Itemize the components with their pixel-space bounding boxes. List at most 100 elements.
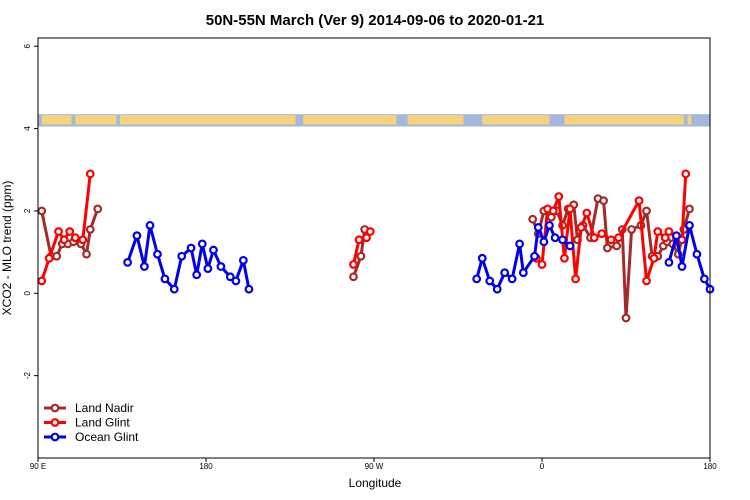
land-glint-point [349, 260, 358, 269]
land-glint-point [642, 276, 651, 286]
land-patches [41, 115, 692, 125]
land-nadir-point [93, 204, 103, 214]
land-glint-point [597, 229, 607, 238]
land-glint-point [65, 227, 75, 236]
ocean-glint-point [472, 274, 482, 284]
ocean-glint-point [238, 255, 248, 265]
land-nadir-point [642, 206, 651, 216]
land-nadir-point [685, 204, 694, 214]
y-tick-label: 6 [23, 43, 32, 48]
land-glint-point [354, 235, 364, 245]
land-glint-point [660, 233, 670, 243]
ocean-glint-point [177, 251, 187, 261]
land-patch [120, 115, 296, 125]
land-patch [687, 115, 692, 125]
land-glint-point [365, 227, 375, 236]
x-tick-label: 180 [199, 462, 213, 471]
x-tick-label: 90 W [365, 462, 384, 471]
land-glint-point [548, 206, 558, 216]
series-layer [37, 169, 715, 323]
ocean-glint-point [515, 239, 524, 249]
land-nadir-point [528, 214, 538, 224]
land-glint-point [571, 274, 580, 284]
ocean-glint-point [216, 262, 226, 271]
land-glint-point [606, 235, 616, 245]
ocean-glint-point [672, 231, 681, 241]
land-glint-point [537, 260, 547, 269]
ocean-glint-point [186, 243, 196, 253]
x-tick-label: 90 E [30, 462, 46, 471]
x-tick-label: 0 [540, 462, 545, 471]
x-axis-label: Longitude [349, 476, 402, 490]
ocean-glint-point [485, 276, 495, 286]
ocean-glint-point [123, 258, 132, 267]
y-axis-label: XCO2 - MLO trend (ppm) [0, 181, 14, 316]
land-glint-point [59, 235, 69, 245]
land-patch [407, 115, 464, 125]
land-glint-point [614, 233, 623, 243]
ocean-glint-point [677, 262, 687, 271]
ocean-glint-point [132, 231, 142, 241]
land-patch [41, 115, 72, 125]
ocean-glint-point [533, 223, 543, 232]
ocean-glint-point [153, 249, 162, 259]
land-glint-point [560, 253, 569, 263]
land-glint-point [653, 227, 663, 236]
land-glint-point [70, 233, 80, 243]
land-glint-point [649, 253, 659, 263]
ocean-glint-point [492, 284, 502, 294]
ocean-glint-point [518, 268, 528, 278]
land-nadir-point [627, 225, 636, 234]
ocean-glint-point [550, 233, 560, 243]
land-glint-point [362, 233, 371, 243]
y-tick-label: 2 [23, 208, 32, 213]
land-glint-point [664, 227, 674, 236]
land-nadir-line [531, 197, 691, 320]
land-nadir-point [52, 251, 62, 261]
ocean-glint-point [545, 220, 554, 230]
land-nadir-point [599, 196, 608, 206]
ocean-glint-point [209, 245, 218, 255]
land-glint-point [634, 196, 644, 206]
ocean-glint-point [244, 284, 254, 294]
ocean-glint-point [169, 284, 179, 294]
land-nadir-point [85, 225, 95, 234]
ocean-glint-point [558, 235, 567, 245]
land-glint-line [40, 173, 92, 282]
land-glint-point [677, 235, 687, 245]
land-nadir-point [37, 206, 47, 216]
land-nadir-point [621, 313, 631, 323]
legend-label-ocean-glint: Ocean Glint [75, 430, 139, 444]
ocean-glint-point [700, 274, 709, 284]
ocean-glint-point [692, 249, 702, 259]
legend-marker-land-nadir [50, 403, 60, 413]
land-patch [564, 115, 684, 125]
ocean-glint-point [192, 270, 202, 280]
land-glint-point [54, 227, 63, 236]
land-glint-point [565, 204, 575, 214]
ocean-glint-point [225, 272, 235, 282]
ocean-glint-point [139, 262, 149, 271]
land-nadir-point [349, 272, 358, 282]
land-glint-point [582, 208, 592, 218]
y-tick-label: 4 [23, 126, 32, 131]
ocean-glint-point [664, 258, 674, 267]
ocean-glint-point [203, 264, 213, 273]
land-patch [75, 115, 117, 125]
land-nadir-point [612, 241, 622, 251]
ocean-glint-point [477, 253, 487, 263]
land-glint-point [681, 169, 691, 179]
x-axis: 90 E 180 90 W 0 180 [30, 458, 717, 471]
land-patch [303, 115, 397, 125]
land-glint-point [589, 233, 599, 243]
chart-title: 50N-55N March (Ver 9) 2014-09-06 to 2020… [206, 12, 545, 29]
land-patch [482, 115, 550, 125]
legend-label-land-glint: Land Glint [75, 416, 130, 430]
ocean-glint-point [197, 239, 207, 249]
ocean-glint-point [530, 251, 539, 261]
x-tick-label: 180 [703, 462, 717, 471]
ocean-glint-point [539, 237, 549, 247]
y-tick-label: -2 [23, 372, 32, 380]
